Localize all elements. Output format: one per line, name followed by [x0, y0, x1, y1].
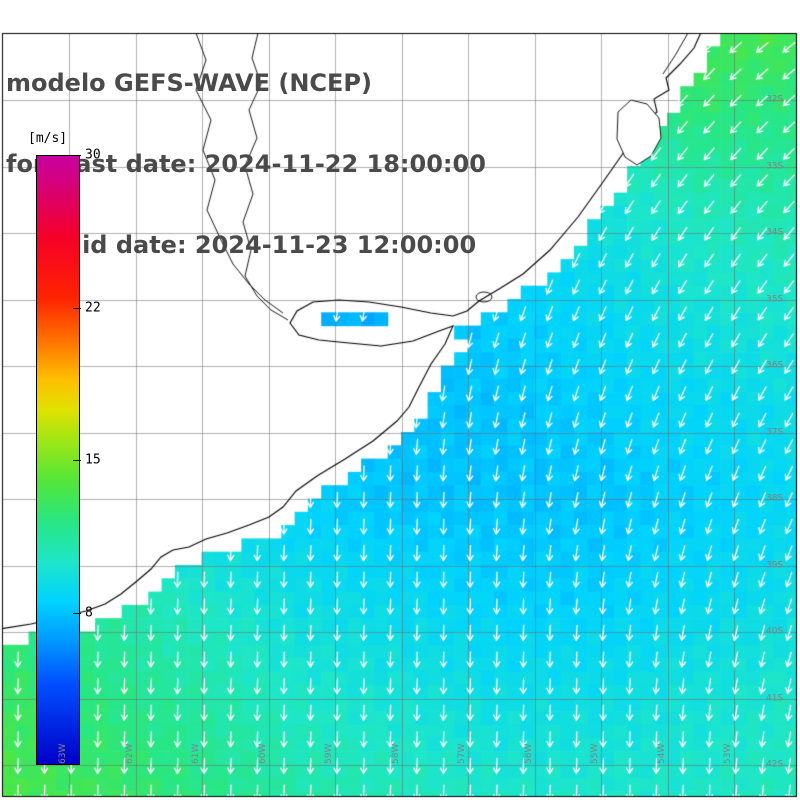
colorbar-tick-mark: [73, 612, 81, 614]
latitude-tick-label: 35S: [766, 294, 784, 304]
colorbar: [36, 155, 80, 765]
longitude-tick-label: 56W: [523, 743, 534, 764]
latitude-tick-label: 39S: [766, 560, 784, 570]
colorbar-tick-mark: [73, 155, 81, 156]
latitude-tick-label: 40S: [766, 626, 784, 637]
latitude-tick-label: 32S: [766, 94, 784, 105]
longitude-tick-label: 54W: [656, 743, 667, 764]
longitude-tick-label: 55W: [590, 743, 600, 764]
latitude-tick-label: 42S: [766, 759, 784, 770]
latitude-tick-label: 33S: [766, 161, 784, 171]
model-title: modelo GEFS-WAVE (NCEP): [6, 69, 372, 97]
latitude-tick-label: 41S: [766, 693, 784, 703]
longitude-tick-label: 59W: [324, 743, 334, 764]
latitude-tick-label: 34S: [766, 227, 784, 238]
longitude-tick-label: 57W: [457, 743, 467, 764]
colorbar-tick-label: 8: [85, 605, 93, 620]
colorbar-tick-label: 15: [85, 452, 101, 468]
longitude-tick-label: 60W: [257, 743, 268, 764]
colorbar-tick-mark: [73, 307, 81, 309]
longitude-tick-label: 58W: [390, 743, 401, 764]
longitude-tick-label: 61W: [191, 743, 201, 764]
longitude-tick-label: 62W: [124, 743, 135, 764]
colorbar-tick-label: 22: [85, 300, 101, 315]
latitude-tick-label: 37S: [766, 427, 784, 437]
latitude-tick-label: 36S: [766, 360, 784, 371]
longitude-tick-label: 53W: [723, 743, 733, 764]
valid-date-line: valid date: 2024-11-23 12:00:00: [42, 231, 477, 259]
longitude-tick-label: 63W: [58, 743, 68, 764]
colorbar-unit-label: [m/s]: [28, 131, 68, 146]
colorbar-tick-label: 30: [85, 147, 101, 163]
colorbar-tick-mark: [73, 460, 81, 461]
latitude-tick-label: 38S: [766, 493, 784, 504]
